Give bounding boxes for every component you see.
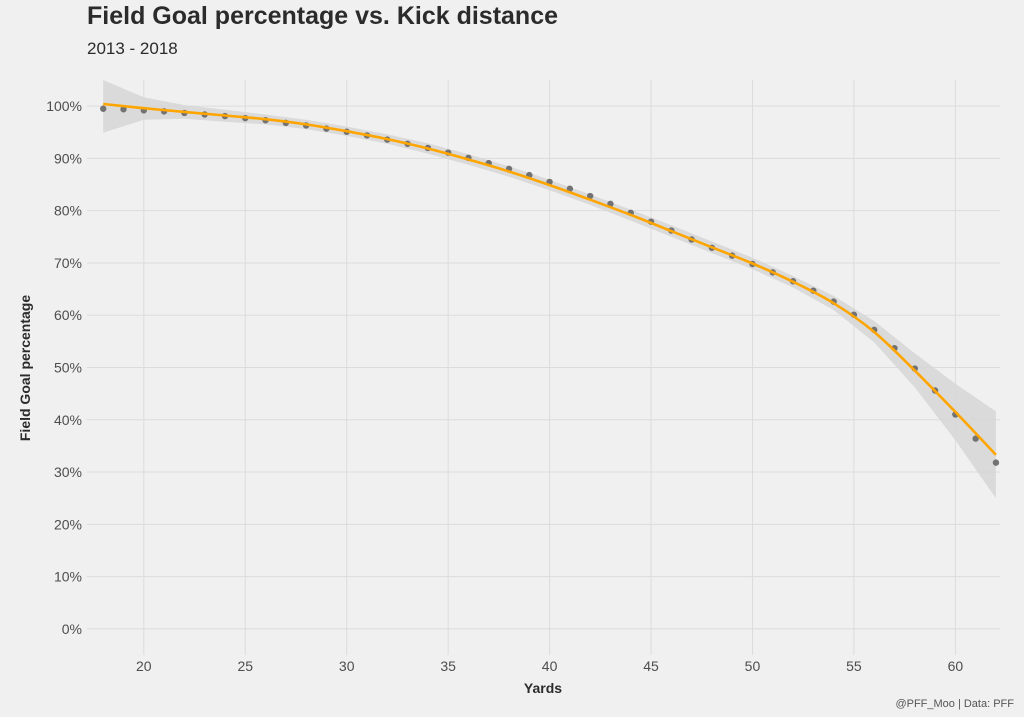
y-tick-label: 80%: [54, 203, 82, 219]
x-tick-label: 40: [542, 658, 558, 674]
data-point: [566, 185, 574, 192]
x-tick-label: 30: [339, 658, 355, 674]
y-tick-label: 20%: [54, 516, 82, 532]
x-axis-title: Yards: [524, 680, 562, 696]
data-source-caption: @PFF_Moo | Data: PFF: [895, 698, 1014, 710]
x-tick-label: 55: [846, 658, 862, 674]
y-tick-label: 70%: [54, 255, 82, 271]
chart-subtitle: 2013 - 2018: [87, 39, 178, 58]
data-point: [972, 435, 979, 442]
x-tick-label: 25: [237, 658, 253, 674]
confidence-band: [103, 80, 996, 499]
y-tick-label: 0%: [62, 621, 82, 637]
y-tick-label: 100%: [46, 98, 82, 114]
x-tick-label: 45: [643, 658, 659, 674]
x-axis-ticks: 20 25 30 35 40 45 50 55 60: [136, 658, 963, 674]
chart-title: Field Goal percentage vs. Kick distance: [87, 2, 559, 30]
data-point: [586, 192, 594, 200]
trend-line: [103, 102, 997, 456]
data-point: [992, 459, 1000, 466]
y-tick-label: 50%: [54, 360, 82, 376]
data-point: [100, 105, 107, 112]
y-tick-label: 60%: [54, 307, 82, 323]
x-tick-label: 60: [948, 658, 964, 674]
confidence-band-layer: [103, 80, 996, 499]
trend-line-layer: [103, 102, 997, 456]
y-axis-title: Field Goal percentage: [17, 295, 33, 441]
y-tick-label: 40%: [54, 412, 82, 428]
y-axis-ticks: 0% 10% 20% 30% 40% 50% 60% 70% 80% 90% 100%: [46, 98, 82, 637]
x-tick-label: 35: [440, 658, 456, 674]
x-tick-label: 50: [745, 658, 761, 674]
x-tick-label: 20: [136, 658, 152, 674]
y-tick-label: 30%: [54, 464, 82, 480]
data-point: [120, 106, 127, 113]
y-tick-label: 90%: [54, 150, 82, 166]
y-tick-label: 10%: [54, 569, 82, 585]
grid-lines: [87, 80, 1000, 655]
